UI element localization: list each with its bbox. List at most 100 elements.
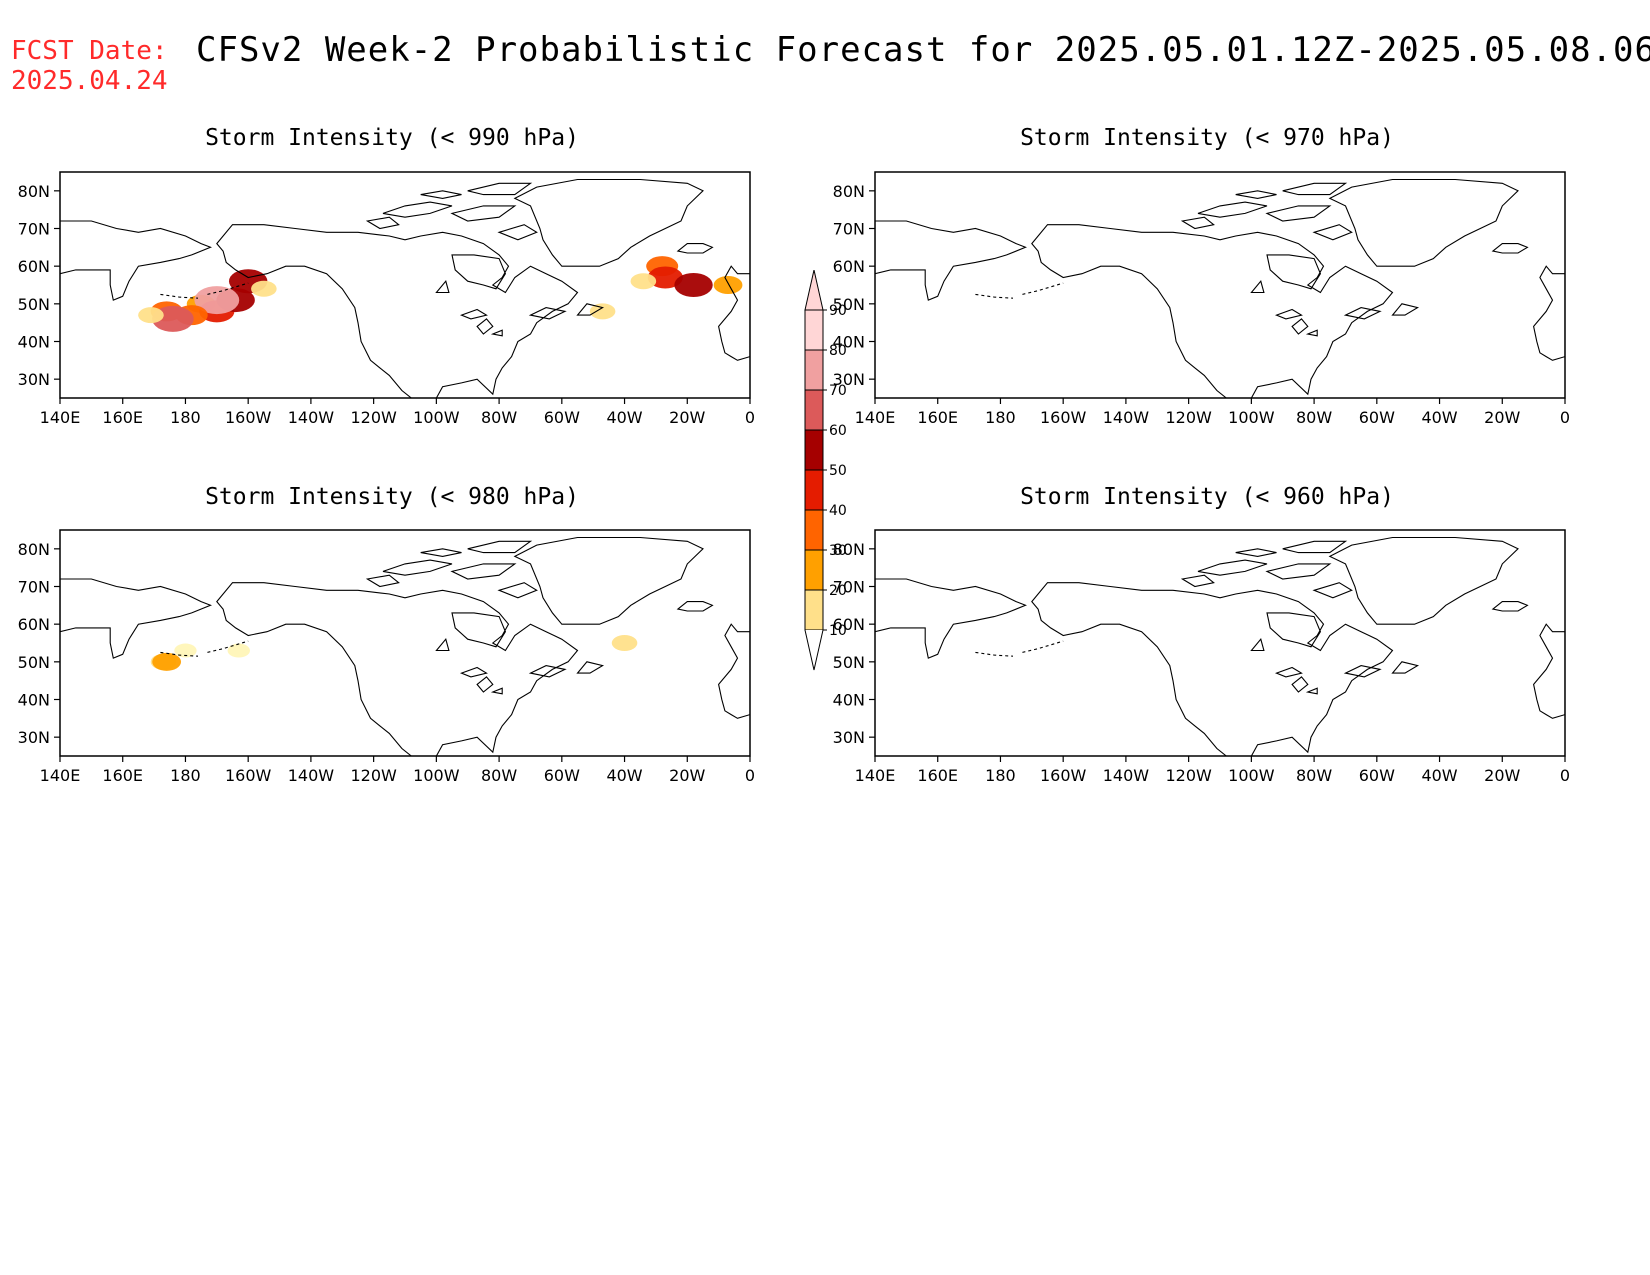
p980-lat-label-3: 50N [18, 653, 50, 672]
p980-lon-label-8: 60W [544, 766, 580, 785]
colorbar-swatch-60 [804, 429, 824, 471]
p970-lon-label-9: 40W [1421, 408, 1457, 427]
p960-lon-label-1: 160E [917, 766, 958, 785]
p980-lon-label-7: 80W [481, 766, 517, 785]
p980-lon-label-11: 0 [745, 766, 755, 785]
p990-lat-label-2: 60N [18, 257, 50, 276]
p990-lat-label-3: 50N [18, 295, 50, 314]
p960-lon-label-3: 160W [1040, 766, 1087, 785]
p980-lon-label-5: 120W [350, 766, 397, 785]
colorbar-label-50: 50 [829, 463, 847, 479]
p970-lon-label-11: 0 [1560, 408, 1570, 427]
panel-title-970: Storm Intensity (< 970 hPa) [1020, 125, 1394, 151]
p960-plot-frame [874, 529, 1566, 757]
p980-lat-label-0: 80N [18, 540, 50, 559]
p980-plot-frame [59, 529, 751, 757]
p990-probability-blob-11 [647, 266, 683, 289]
p990-lon-label-0: 140E [40, 408, 81, 427]
p980-lon-label-0: 140E [40, 766, 81, 785]
colorbar-legend: 10 20 30 40 50 60 70 80 90 [804, 270, 847, 671]
p970-lon-label-7: 80W [1296, 408, 1332, 427]
p960-lon-label-10: 20W [1484, 766, 1520, 785]
p960-lon-label-7: 80W [1296, 766, 1332, 785]
p990-lon-label-11: 0 [745, 408, 755, 427]
colorbar-bottom-arrow [804, 629, 824, 671]
colorbar-top-arrow [804, 270, 824, 311]
p960-lat-label-4: 40N [833, 691, 865, 710]
p980-lat-label-4: 40N [18, 691, 50, 710]
p980-lon-label-10: 20W [669, 766, 705, 785]
panel-title-980: Storm Intensity (< 980 hPa) [205, 484, 579, 510]
p990-lon-label-1: 160E [102, 408, 143, 427]
p990-probability-blob-12 [674, 273, 713, 297]
p970-lon-label-5: 120W [1165, 408, 1212, 427]
p970-lon-label-4: 140W [1103, 408, 1150, 427]
fcst-date-caption: FCST Date: [11, 36, 168, 66]
p960-lon-label-11: 0 [1560, 766, 1570, 785]
p980-probability-blob-4 [611, 635, 638, 651]
fcst-date-value: 2025.04.24 [11, 66, 168, 96]
p970-lat-label-1: 70N [833, 220, 865, 239]
p970-lon-label-8: 60W [1359, 408, 1395, 427]
p970-lon-label-0: 140E [855, 408, 896, 427]
p960-lat-label-1: 70N [833, 578, 865, 597]
p980-lon-label-9: 40W [606, 766, 642, 785]
p990-lon-label-3: 160W [225, 408, 272, 427]
p980-lat-label-5: 30N [18, 728, 50, 747]
p990-probability-blob-14 [589, 303, 616, 320]
p990-lon-label-10: 20W [669, 408, 705, 427]
p970-lon-label-6: 100W [1228, 408, 1275, 427]
colorbar-swatch-40 [804, 509, 824, 551]
p960-lon-label-6: 100W [1228, 766, 1275, 785]
map-panel-980: 140E 160E 180 160W 140W 120W 100W 80W 60W 40W 20W 0… [18, 529, 755, 785]
p990-lon-label-5: 120W [350, 408, 397, 427]
p960-lon-label-4: 140W [1103, 766, 1150, 785]
p980-lon-label-3: 160W [225, 766, 272, 785]
main-title: CFSv2 Week-2 Probabilistic Forecast for … [196, 30, 1650, 70]
p990-lat-label-1: 70N [18, 220, 50, 239]
p980-coastlines [60, 536, 750, 756]
p990-probability-blob-15 [713, 276, 743, 294]
p990-plot-frame [59, 171, 751, 399]
p980-lon-label-6: 100W [413, 766, 460, 785]
p960-lon-label-0: 140E [855, 766, 896, 785]
p970-coastlines [875, 178, 1565, 398]
colorbar-swatch-80 [804, 349, 824, 391]
p960-lon-label-9: 40W [1421, 766, 1457, 785]
p990-coastlines [60, 178, 750, 398]
map-panel-970: 140E 160E 180 160W 140W 120W 100W 80W 60W 40W 20W 0… [833, 171, 1570, 427]
p980-lat-label-2: 60N [18, 615, 50, 634]
p960-lat-label-5: 30N [833, 728, 865, 747]
map-panel-960: 140E 160E 180 160W 140W 120W 100W 80W 60W 40W 20W 0… [833, 529, 1570, 785]
colorbar-label-10: 10 [829, 623, 847, 639]
p990-lat-label-5: 30N [18, 370, 50, 389]
colorbar-label-70: 70 [829, 383, 847, 399]
colorbar-swatch-70 [804, 389, 824, 431]
p970-lat-label-3: 50N [833, 295, 865, 314]
p960-lon-label-5: 120W [1165, 766, 1212, 785]
p980-probability-blob-1 [152, 652, 182, 671]
colorbar-swatch-20 [804, 589, 824, 631]
p990-lat-label-4: 40N [18, 333, 50, 352]
colorbar-label-30: 30 [829, 543, 847, 559]
p970-plot-frame [874, 171, 1566, 399]
p990-probability-blob-8 [251, 280, 277, 297]
p990-probability-blob-13 [630, 273, 657, 290]
map-panel-990: 140E 160E 180 160W 140W 120W 100W 80W 60W 40W 20W 0… [18, 171, 755, 427]
p970-lat-label-2: 60N [833, 257, 865, 276]
p990-lon-label-9: 40W [606, 408, 642, 427]
p970-lon-label-1: 160E [917, 408, 958, 427]
panel-title-990: Storm Intensity (< 990 hPa) [205, 125, 579, 151]
colorbar-label-90: 90 [829, 303, 847, 319]
p970-lon-label-2: 180 [985, 408, 1016, 427]
colorbar-label-40: 40 [829, 503, 847, 519]
p960-lat-label-2: 60N [833, 615, 865, 634]
p960-lon-label-8: 60W [1359, 766, 1395, 785]
fcst-date-label: FCST Date: 2025.04.24 [11, 36, 168, 96]
p960-lat-label-0: 80N [833, 540, 865, 559]
p980-lon-label-4: 140W [288, 766, 335, 785]
p980-probability-blob-2 [174, 643, 197, 658]
p970-lat-label-0: 80N [833, 182, 865, 201]
colorbar-label-60: 60 [829, 423, 847, 439]
panel-title-960: Storm Intensity (< 960 hPa) [1020, 484, 1394, 510]
